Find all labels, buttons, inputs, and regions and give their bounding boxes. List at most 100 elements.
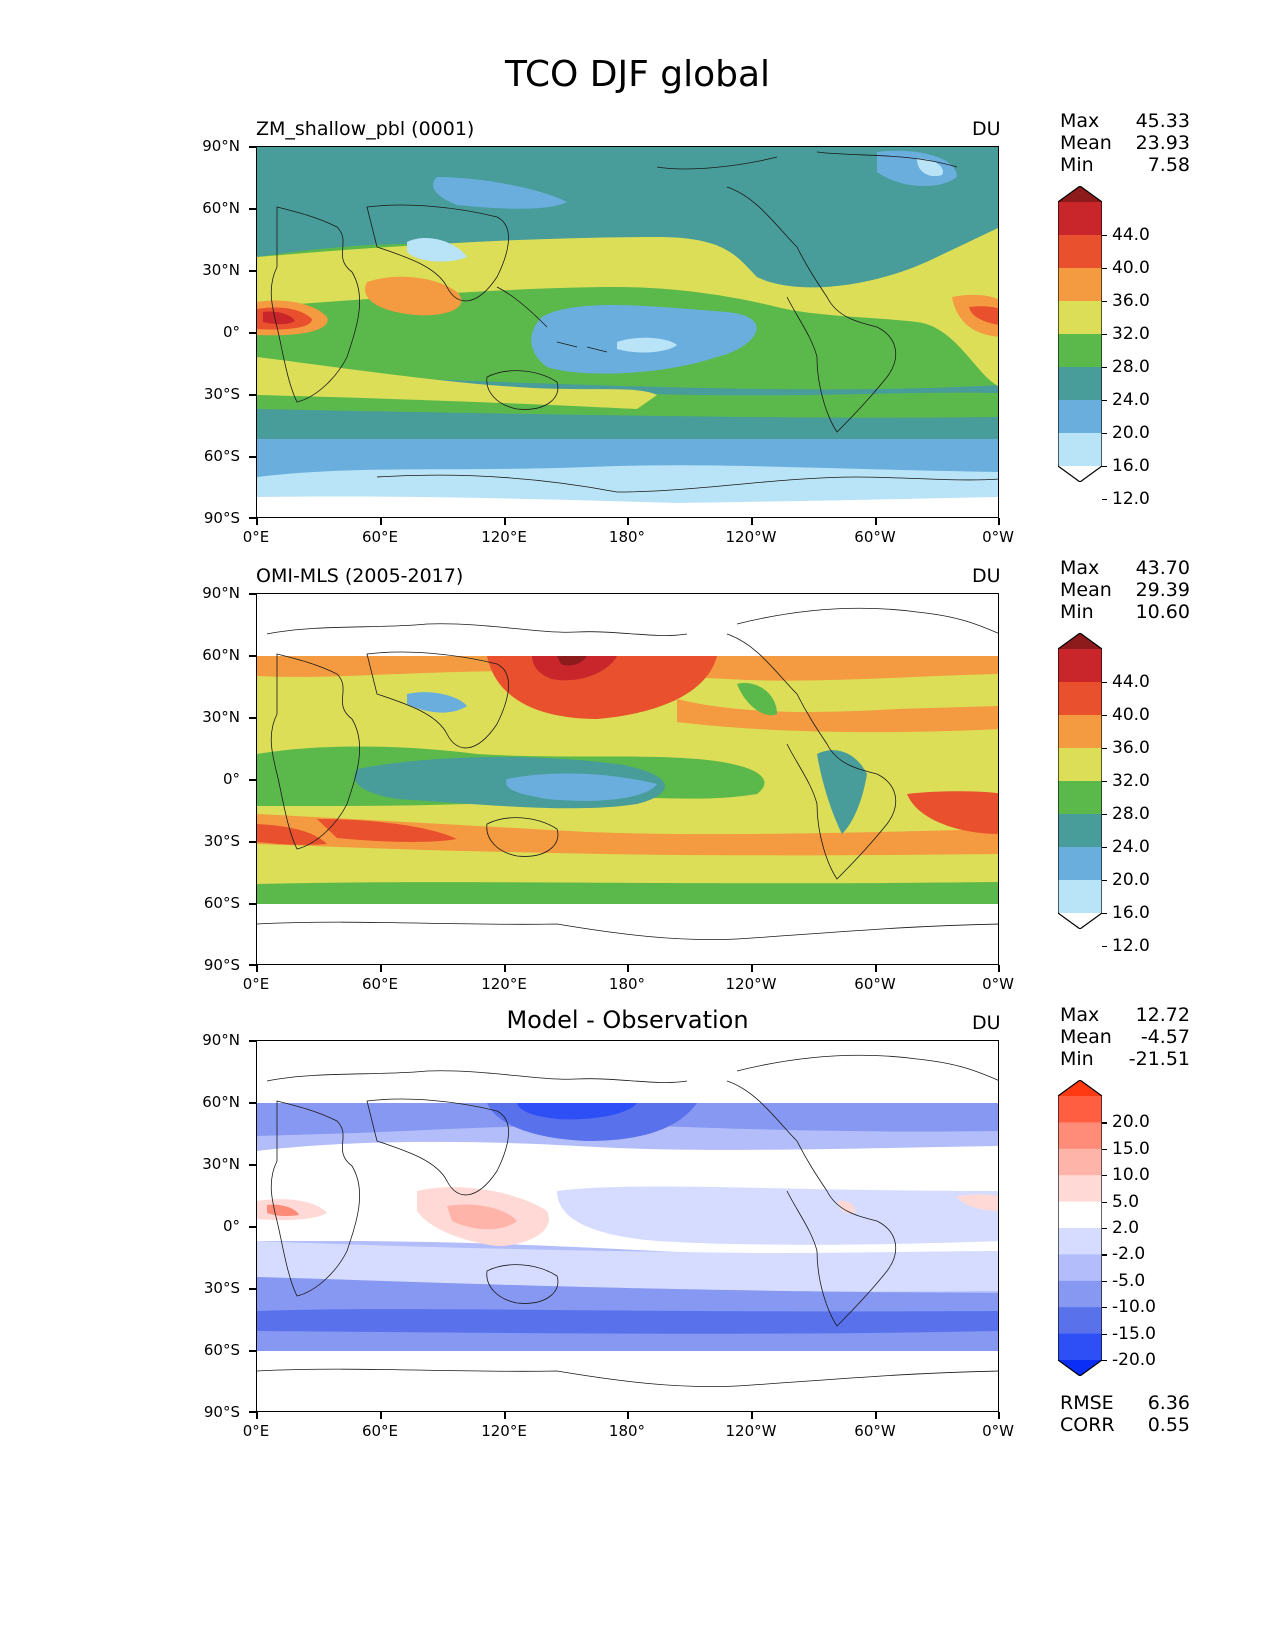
x-tick-label: 0°E: [242, 1422, 270, 1440]
y-tick-label: 0°: [222, 323, 240, 341]
stat-value: 45.33: [1135, 110, 1190, 132]
x-tick-label: 60°E: [361, 975, 399, 993]
colorbar-segment: [1058, 682, 1102, 716]
colorbar-segment: [1058, 748, 1102, 782]
x-tick-label: 0°W: [982, 975, 1014, 993]
colorbar-tick: [1102, 748, 1107, 750]
colorbar-segment: [1058, 649, 1102, 683]
y-tick: [249, 332, 256, 334]
colorbar-tick: [1102, 1201, 1107, 1203]
panel-title: ZM_shallow_pbl (0001): [256, 118, 475, 140]
y-tick-label: 60°N: [202, 1093, 240, 1111]
stat-corr: CORR 0.55: [1060, 1414, 1190, 1436]
colorbar-tick: [1102, 847, 1107, 849]
colorbar-extend-top: [1058, 186, 1102, 202]
x-tick-label: 120°W: [725, 1422, 777, 1440]
stat-value: -21.51: [1128, 1048, 1190, 1070]
x-tick-label: 60°E: [361, 1422, 399, 1440]
y-tick: [249, 456, 256, 458]
y-tick-label: 30°S: [203, 385, 240, 403]
y-tick: [249, 903, 256, 905]
colorbar-segment: [1058, 400, 1102, 434]
panel-difference: Model - Observation DU: [0, 1004, 1275, 1444]
stat-value: -4.57: [1140, 1026, 1190, 1048]
colorbar-extend-top: [1058, 633, 1102, 649]
colorbar-graphic: [1057, 1079, 1103, 1377]
colorbar-segment: [1058, 1333, 1102, 1361]
colorbar: [1057, 185, 1103, 483]
x-tick-label: 60°W: [854, 975, 896, 993]
colorbar-tick-label: 16.0: [1112, 456, 1150, 476]
colorbar-tick: [1102, 1175, 1107, 1177]
colorbar-tick: [1102, 499, 1107, 501]
x-tick: [380, 518, 382, 525]
x-tick: [627, 518, 629, 525]
stat-max: Max 12.72: [1060, 1004, 1190, 1026]
y-tick: [249, 779, 256, 781]
x-tick-label: 120°E: [481, 975, 527, 993]
colorbar-tick-label: 40.0: [1112, 705, 1150, 725]
colorbar-extend-top: [1058, 1080, 1102, 1096]
colorbar-tick-label: 28.0: [1112, 804, 1150, 824]
y-tick-label: 90°N: [202, 584, 240, 602]
y-tick: [249, 270, 256, 272]
colorbar-tick-label: 2.0: [1112, 1218, 1140, 1238]
colorbar-tick-label: -15.0: [1112, 1323, 1156, 1344]
map-field: [257, 147, 998, 517]
y-tick: [249, 655, 256, 657]
stat-mean: Mean 23.93: [1060, 132, 1190, 154]
figure-title: TCO DJF global: [504, 54, 771, 95]
colorbar-tick-label: -10.0: [1112, 1297, 1156, 1318]
stat-label: RMSE: [1060, 1392, 1114, 1414]
colorbar-tick: [1102, 367, 1107, 369]
stat-mean: Mean 29.39: [1060, 579, 1190, 601]
x-tick: [875, 1412, 877, 1419]
y-tick-label: 60°S: [203, 1341, 240, 1359]
colorbar-segment: [1058, 235, 1102, 269]
x-tick: [998, 518, 1000, 525]
y-tick: [249, 1350, 256, 1352]
x-tick-label: 60°W: [854, 1422, 896, 1440]
map-observation: [256, 593, 999, 965]
x-tick: [504, 518, 506, 525]
colorbar-tick-label: 36.0: [1112, 291, 1150, 311]
y-tick: [249, 964, 256, 966]
colorbar-segment: [1058, 301, 1102, 335]
x-tick-label: 0°W: [982, 1422, 1014, 1440]
x-tick-label: 180°: [608, 1422, 646, 1440]
y-tick: [249, 1102, 256, 1104]
y-tick-label: 60°S: [203, 447, 240, 465]
y-tick-label: 30°S: [203, 832, 240, 850]
colorbar-tick: [1102, 715, 1107, 717]
colorbar-tick: [1102, 946, 1107, 948]
colorbar-tick: [1102, 433, 1107, 435]
stat-value: 43.70: [1135, 557, 1190, 579]
x-tick: [256, 1412, 258, 1419]
colorbar-segment: [1058, 268, 1102, 302]
units-label: DU: [972, 565, 1001, 587]
x-tick-label: 180°: [608, 975, 646, 993]
colorbar-tick-label: 44.0: [1112, 672, 1150, 692]
colorbar-tick-label: 28.0: [1112, 357, 1150, 377]
colorbar-tick-label: 36.0: [1112, 738, 1150, 758]
stat-value: 23.93: [1135, 132, 1190, 154]
colorbar-tick-label: 12.0: [1112, 936, 1150, 956]
colorbar-tick: [1102, 1307, 1107, 1309]
y-tick: [249, 1288, 256, 1290]
colorbar-segment: [1058, 1096, 1102, 1123]
colorbar-tick: [1102, 1254, 1107, 1256]
stats-box: Max 12.72 Mean -4.57 Min -21.51: [1060, 1004, 1190, 1070]
colorbar-tick: [1102, 682, 1107, 684]
y-tick-label: 30°N: [202, 261, 240, 279]
colorbar-graphic: [1057, 185, 1103, 483]
colorbar-tick: [1102, 1148, 1107, 1150]
colorbar-tick-label: 20.0: [1112, 870, 1150, 890]
colorbar-tick: [1102, 334, 1107, 336]
x-tick: [875, 518, 877, 525]
colorbar-segment: [1058, 334, 1102, 368]
colorbar-tick-label: 5.0: [1112, 1191, 1140, 1212]
stat-min: Min 7.58: [1060, 154, 1190, 176]
colorbar-tick: [1102, 1333, 1107, 1335]
y-tick: [249, 717, 256, 719]
colorbar-segment: [1058, 1175, 1102, 1203]
